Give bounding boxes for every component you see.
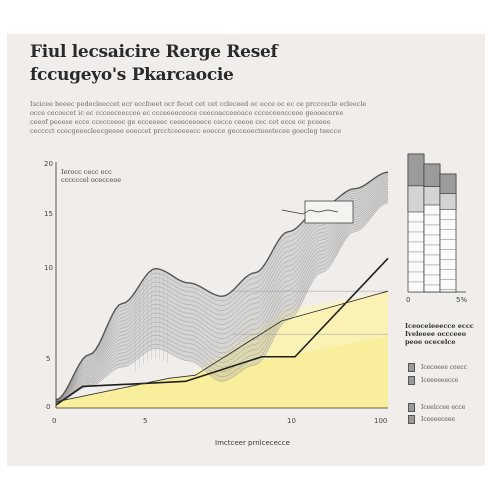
- chart-description-line-3: ceeof peeese ecce ccecceeoc ge ecceeeec …: [30, 118, 331, 126]
- legend-title: Iceoceieeecce eccc Iveleeee occceeo peoe…: [405, 322, 475, 346]
- legend-item: Iceeeeeecce: [408, 376, 478, 385]
- y-tick-0: 0: [46, 403, 51, 411]
- legend-swatch: [408, 363, 415, 372]
- chart-description-line-4: cecccct ccecgeeecleecgeeee eoeccet prcct…: [30, 127, 342, 135]
- annotation-box: [304, 200, 354, 224]
- envelope-line: [55, 197, 389, 403]
- legend-title-line-2: Iveleeee occceeo: [405, 330, 467, 338]
- envelope-line: [55, 199, 389, 403]
- area-outline: [55, 290, 389, 403]
- legend-swatch: [408, 403, 415, 412]
- envelope-line: [55, 194, 389, 403]
- legend-item-label: Iceeeeceee: [421, 416, 455, 423]
- legend-item-label: Icecoeee ceecc: [421, 364, 467, 371]
- envelope-line: [55, 183, 389, 402]
- x-tick-0: 0: [52, 417, 57, 425]
- envelope-line: [55, 195, 389, 403]
- x-axis-label: Imctceer prnlcececce: [215, 439, 290, 447]
- annotation-marker: [281, 209, 339, 215]
- annotation-callout: [281, 200, 354, 224]
- x-tick-10: 10: [287, 417, 296, 425]
- bar-inset: [407, 153, 466, 293]
- envelope-line: [55, 201, 389, 403]
- inset-x-tick-5: 5%: [456, 296, 468, 304]
- chart-title-line-1: Fiul lecsaicire Rerge Resef: [30, 42, 278, 62]
- inset-bar-dark: [423, 163, 441, 187]
- inset-bar-dark: [407, 153, 425, 187]
- y-tick-20: 20: [44, 160, 53, 168]
- chart-description-line-1: Iscicee beeec pedecleeccet ecr eccfoeet …: [30, 100, 367, 108]
- inset-bar-mid: [407, 185, 425, 213]
- envelope-shade: [56, 172, 388, 403]
- chart-title: Fiul lecsaicire Rerge Resef fccugeyo's P…: [30, 41, 330, 87]
- legend-title-line-3: peoe ocecelce: [405, 338, 456, 346]
- chart-title-line-2: fccugeyo's Pkarcaocie: [30, 65, 234, 85]
- envelope-line: [55, 192, 389, 403]
- chart-description-line-2: occe cecoecet ic ec ccceeceeccee ec ccce…: [30, 109, 344, 117]
- legend-swatch: [408, 415, 415, 424]
- legend-item: Iceeeeceee: [408, 415, 478, 424]
- envelope-line: [55, 202, 389, 404]
- y-tick-15: 15: [44, 210, 53, 218]
- x-tick-100: 100: [374, 417, 388, 425]
- y-tick-10: 10: [44, 264, 53, 272]
- inset-label-line-1: Ierocc cecc ecc: [61, 168, 112, 176]
- inset-bar-mid: [423, 186, 441, 206]
- main-series-line: [55, 257, 389, 406]
- envelope-line: [55, 185, 389, 402]
- legend-item: Icecoeee ceecc: [408, 363, 478, 372]
- envelope-line: [55, 187, 389, 402]
- envelope-line: [55, 190, 389, 402]
- y-tick-5: 5: [46, 355, 51, 363]
- inset-bar-mid: [439, 193, 457, 210]
- legend-title-line-1: Iceoceieeecce eccc: [405, 322, 474, 330]
- inset-label-line-2: ccccccel ocecceoe: [61, 176, 122, 184]
- chart-description: Iscicee beeec pedecleeccet ecr eccfoeet …: [30, 100, 440, 136]
- inset-bar-dark: [439, 173, 457, 194]
- legend-item-label: Iceeeeeecce: [421, 377, 459, 384]
- inset-x-tick-0: 0: [406, 296, 411, 304]
- main-line-layer: [55, 257, 389, 406]
- legend-item: Iceelccee ecce: [408, 403, 478, 412]
- x-tick-5: 5: [143, 417, 148, 425]
- inset-label: Ierocc cecc ecc ccccccel ocecceoe: [61, 168, 131, 184]
- envelope-line: [55, 189, 389, 402]
- legend-swatch: [408, 376, 415, 385]
- legend-item-label: Iceelccee ecce: [421, 404, 466, 411]
